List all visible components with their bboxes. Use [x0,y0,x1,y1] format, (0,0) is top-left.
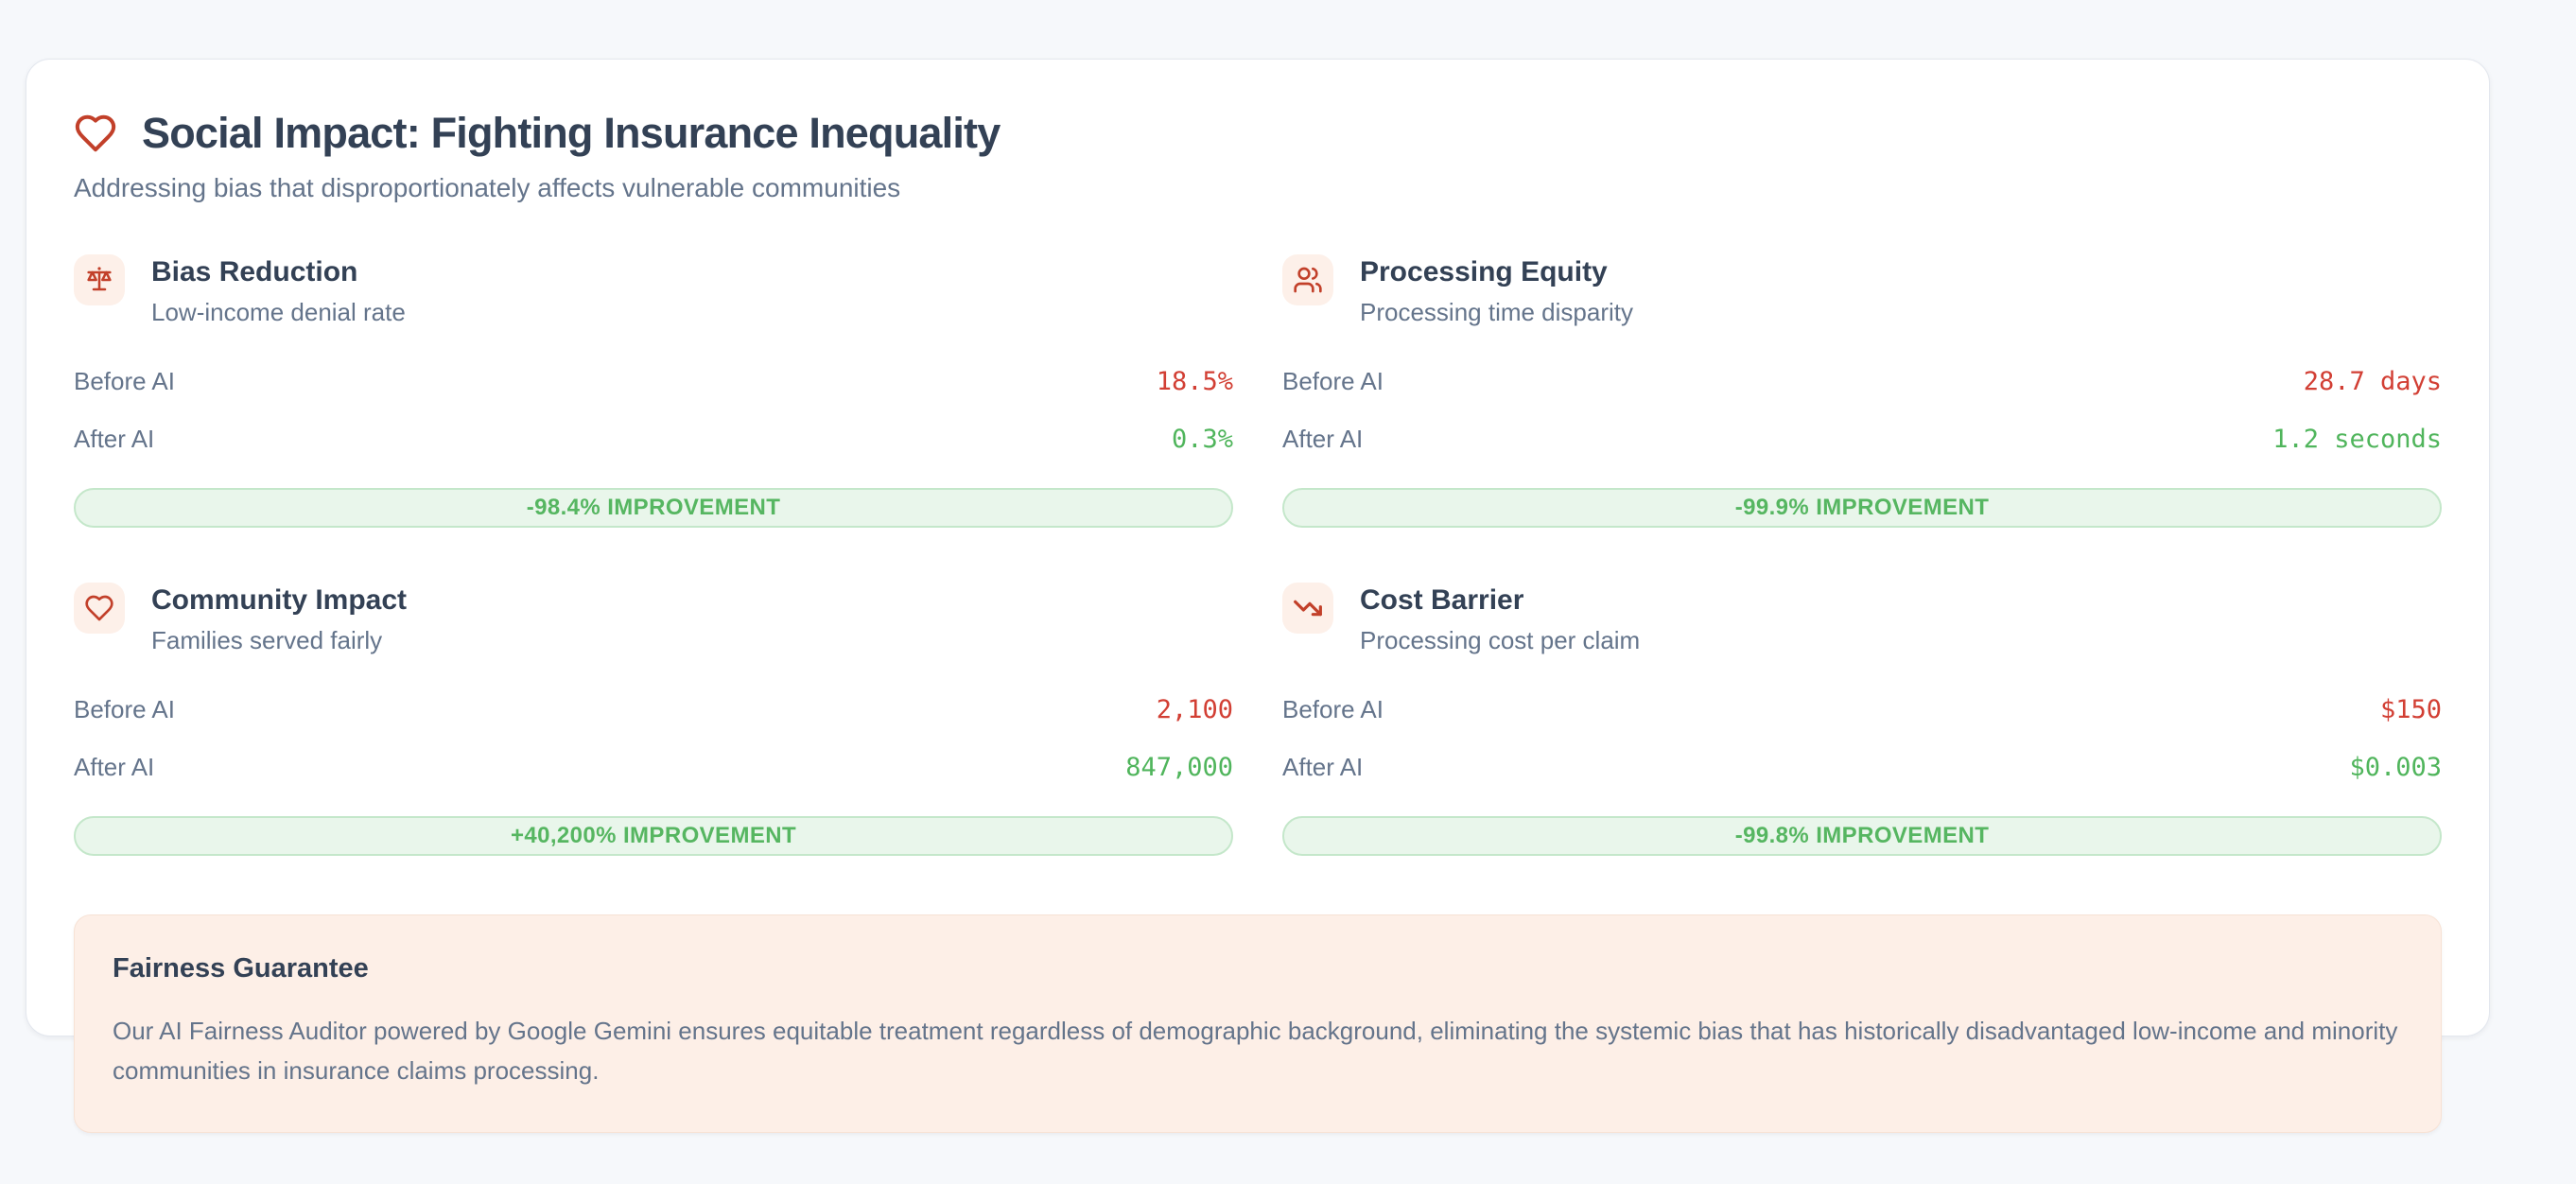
heart-icon [74,583,125,634]
metric-title: Community Impact [151,584,408,616]
after-ai-label: After AI [1282,753,1364,781]
metrics-grid: Bias Reduction Low-income denial rate Be… [74,254,2442,856]
before-ai-value: $150 [2379,695,2442,724]
before-ai-label: Before AI [74,367,175,395]
metric-row-before: Before AI 18.5% [74,367,1233,396]
metric-titles: Bias Reduction Low-income denial rate [151,254,406,327]
metric-row-before: Before AI 2,100 [74,695,1233,724]
scale-icon [74,254,125,305]
metric-subtitle: Processing time disparity [1360,298,1633,326]
metric-row-after: After AI 0.3% [74,425,1233,454]
before-ai-value: 2,100 [1156,695,1233,724]
metric-card-bias-reduction: Bias Reduction Low-income denial rate Be… [74,254,1233,528]
heart-icon [74,112,117,155]
before-ai-value: 18.5% [1156,367,1233,396]
after-ai-value: 0.3% [1171,425,1233,454]
after-ai-value: 847,000 [1125,753,1233,782]
metric-subtitle: Low-income denial rate [151,298,406,326]
panel-header: Social Impact: Fighting Insurance Inequa… [74,109,2442,158]
after-ai-value: 1.2 seconds [2272,425,2442,454]
improvement-badge: -99.8% IMPROVEMENT [1282,816,2442,856]
after-ai-label: After AI [74,425,155,453]
metric-row-before: Before AI 28.7 days [1282,367,2442,396]
metric-subtitle: Families served fairly [151,626,383,654]
metric-title: Bias Reduction [151,256,358,287]
metric-subtitle: Processing cost per claim [1360,626,1641,654]
before-ai-label: Before AI [74,695,175,723]
page-title: Social Impact: Fighting Insurance Inequa… [142,109,1001,157]
trending-down-icon [1282,583,1333,634]
metric-card-processing-equity: Processing Equity Processing time dispar… [1282,254,2442,528]
after-ai-label: After AI [74,753,155,781]
metric-title: Cost Barrier [1360,584,1524,616]
social-impact-panel: Social Impact: Fighting Insurance Inequa… [26,59,2490,1133]
metric-card-cost-barrier: Cost Barrier Processing cost per claim B… [1282,583,2442,856]
page-subtitle: Addressing bias that disproportionately … [74,173,901,202]
metric-card-community-impact: Community Impact Families served fairly … [74,583,1233,856]
metric-head: Bias Reduction Low-income denial rate [74,254,1233,327]
metric-titles: Community Impact Families served fairly [151,583,407,655]
fairness-body: Our AI Fairness Auditor powered by Googl… [113,1017,2398,1085]
after-ai-label: After AI [1282,425,1364,453]
users-icon [1282,254,1333,305]
before-ai-label: Before AI [1282,695,1384,723]
metric-row-after: After AI 1.2 seconds [1282,425,2442,454]
metric-head: Cost Barrier Processing cost per claim [1282,583,2442,655]
before-ai-label: Before AI [1282,367,1384,395]
fairness-guarantee-box: Fairness Guarantee Our AI Fairness Audit… [74,914,2442,1133]
metric-row-after: After AI $0.003 [1282,753,2442,782]
metric-titles: Processing Equity Processing time dispar… [1360,254,1633,327]
improvement-badge: +40,200% IMPROVEMENT [74,816,1233,856]
improvement-badge: -99.9% IMPROVEMENT [1282,488,2442,528]
before-ai-value: 28.7 days [2303,367,2442,396]
metric-title: Processing Equity [1360,256,1608,287]
metric-head: Processing Equity Processing time dispar… [1282,254,2442,327]
metric-row-after: After AI 847,000 [74,753,1233,782]
improvement-badge: -98.4% IMPROVEMENT [74,488,1233,528]
after-ai-value: $0.003 [2349,753,2442,782]
fairness-title: Fairness Guarantee [113,953,369,984]
metric-head: Community Impact Families served fairly [74,583,1233,655]
metric-titles: Cost Barrier Processing cost per claim [1360,583,1640,655]
metric-row-before: Before AI $150 [1282,695,2442,724]
